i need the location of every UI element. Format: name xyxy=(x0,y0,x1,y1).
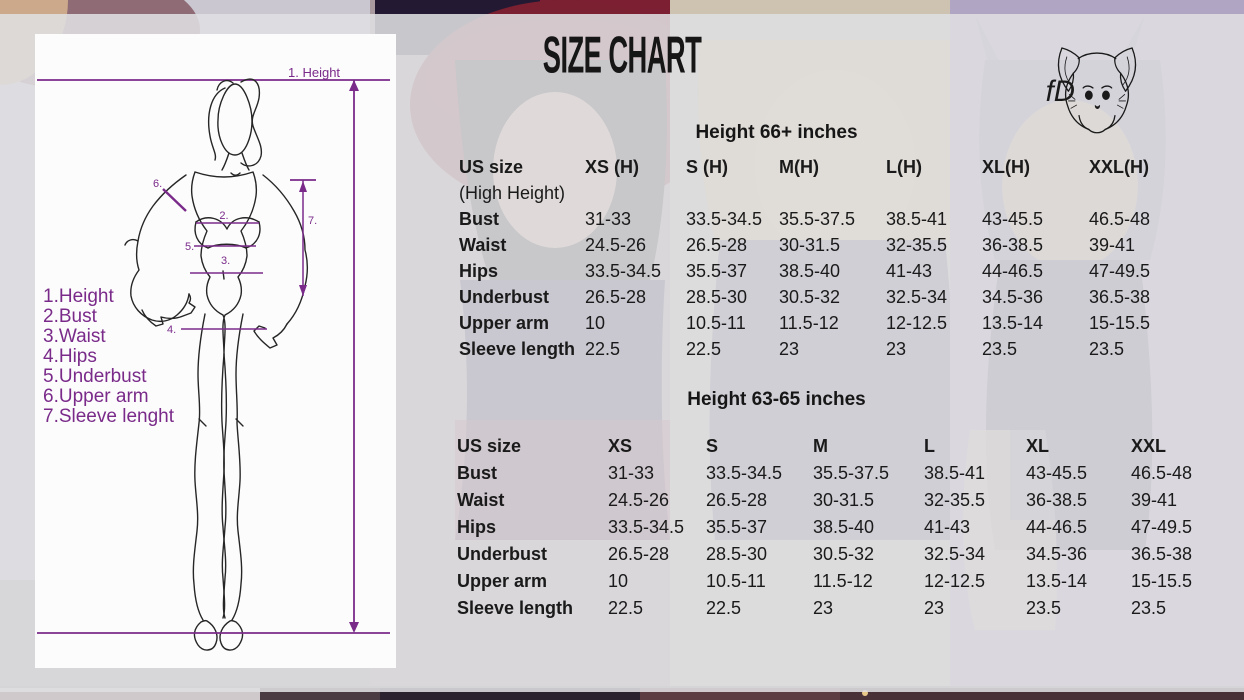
svg-text:4.: 4. xyxy=(167,324,176,336)
svg-text:2.: 2. xyxy=(219,210,228,222)
svg-text:7.Sleeve lenght: 7.Sleeve lenght xyxy=(43,406,175,427)
svg-text:1. Height: 1. Height xyxy=(288,65,340,80)
svg-text:5.Underbust: 5.Underbust xyxy=(43,366,147,387)
svg-text:2.Bust: 2.Bust xyxy=(43,306,98,327)
svg-text:3.Waist: 3.Waist xyxy=(43,326,106,347)
svg-text:3.: 3. xyxy=(221,255,230,267)
svg-text:6.: 6. xyxy=(153,178,162,190)
svg-text:7.: 7. xyxy=(308,215,317,227)
svg-text:fD: fD xyxy=(1046,75,1075,108)
svg-text:6.Upper arm: 6.Upper arm xyxy=(43,386,149,407)
svg-text:1.Height: 1.Height xyxy=(43,286,114,307)
svg-text:5.: 5. xyxy=(185,241,194,253)
svg-text:4.Hips: 4.Hips xyxy=(43,346,97,367)
